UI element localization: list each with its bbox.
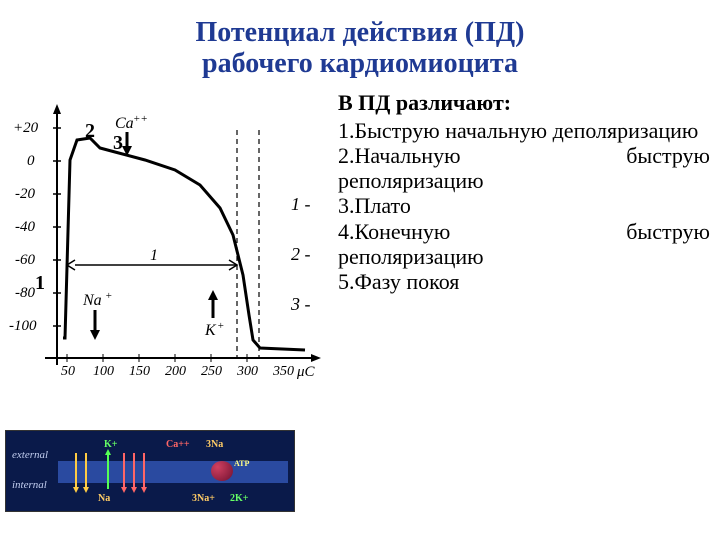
svg-text:++: ++ <box>133 113 148 125</box>
content-row: +20 0 -20 -40 -60 -80 -100 50 100 150 20… <box>0 90 720 390</box>
phase-item: 5.Фазу покоя <box>338 269 710 294</box>
phase-item: 1.Быструю начальную деполяризацию <box>338 118 710 143</box>
phase-text: 1.Быструю начальную деполяризацию <box>338 118 698 143</box>
phase-text: 3.Плато <box>338 193 411 218</box>
right-column: В ПД различают: 1.Быструю начальную депо… <box>330 90 720 390</box>
phase-text-cont: реполяризацию <box>338 168 710 193</box>
svg-text:-40: -40 <box>15 219 35 235</box>
title-line-2: рабочего кардиомиоцита <box>60 49 660 80</box>
svg-text:1 -: 1 - <box>291 194 311 214</box>
svg-text:250: 250 <box>201 364 222 379</box>
svg-text:Ca: Ca <box>115 115 134 132</box>
svg-text:+: + <box>105 290 112 302</box>
svg-text:300: 300 <box>236 364 258 379</box>
phase-item: 3.Плато <box>338 193 710 218</box>
svg-text:100: 100 <box>93 364 114 379</box>
svg-text:-60: -60 <box>15 252 35 268</box>
svg-text:+: + <box>217 320 224 332</box>
svg-text:-100: -100 <box>9 318 37 334</box>
svg-text:0: 0 <box>27 153 35 169</box>
title-line-1: Потенциал действия (ПД) <box>60 18 660 49</box>
svg-text:K: K <box>204 322 217 339</box>
phase-text-right: быструю <box>596 143 710 168</box>
svg-text:350: 350 <box>272 364 294 379</box>
phase-num-1: 1 <box>35 272 45 295</box>
phase-item: 4.Конечную быструю реполяризацию <box>338 219 710 270</box>
phase-text: 5.Фазу покоя <box>338 269 459 294</box>
svg-text:150: 150 <box>129 364 150 379</box>
phase-text: 4.Конечную <box>338 219 450 244</box>
svg-text:1: 1 <box>150 247 158 264</box>
svg-text:2 -: 2 - <box>291 244 311 264</box>
phase-num-3: 3 <box>113 132 123 155</box>
svg-text:3 -: 3 - <box>290 294 311 314</box>
svg-text:+20: +20 <box>13 120 39 136</box>
svg-text:200: 200 <box>165 364 186 379</box>
left-column: +20 0 -20 -40 -60 -80 -100 50 100 150 20… <box>0 90 330 390</box>
phase-text: 2.Начальную <box>338 143 461 168</box>
phase-text-cont: реполяризацию <box>338 244 710 269</box>
svg-text:-80: -80 <box>15 285 35 301</box>
membrane-arrows <box>6 431 296 513</box>
membrane-diagram: external internal K+ Ca++ 3Na Na 3Na+ 2K… <box>5 430 295 512</box>
phase-num-2: 2 <box>85 120 95 143</box>
action-potential-chart: +20 0 -20 -40 -60 -80 -100 50 100 150 20… <box>5 90 325 390</box>
phases-heading: В ПД различают: <box>338 90 710 116</box>
svg-text:μC: μC <box>296 364 316 380</box>
svg-text:-20: -20 <box>15 186 35 202</box>
svg-text:Na: Na <box>82 292 102 309</box>
phase-text-right: быструю <box>596 219 710 244</box>
chart-svg: +20 0 -20 -40 -60 -80 -100 50 100 150 20… <box>5 90 325 390</box>
svg-text:50: 50 <box>61 364 75 379</box>
phase-item: 2.Начальную быструю реполяризацию <box>338 143 710 194</box>
slide-title: Потенциал действия (ПД) рабочего кардиом… <box>0 0 720 80</box>
